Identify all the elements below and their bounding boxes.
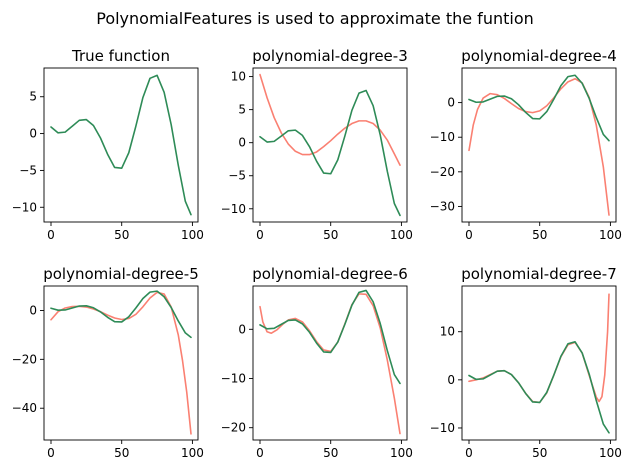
x-tick-label: 0 (465, 228, 473, 242)
true-function-line (50, 290, 192, 339)
subplot-title: polynomial-degree-5 (43, 265, 199, 283)
approximation-line (259, 73, 401, 166)
y-tick-label: −20 (12, 352, 37, 366)
x-tick-label: 100 (390, 446, 413, 460)
y-tick-label: −10 (430, 421, 455, 435)
y-tick-label: −40 (12, 401, 37, 415)
approximation-line (259, 293, 401, 435)
x-tick-label: 100 (390, 228, 413, 242)
subplot-title: polynomial-degree-3 (252, 47, 408, 65)
y-tick-label: −20 (221, 421, 246, 435)
axes-frame (43, 67, 199, 223)
x-tick-label: 50 (532, 228, 547, 242)
true-function-line (259, 89, 401, 217)
y-tick-label: −5 (19, 163, 37, 177)
x-tick-label: 0 (465, 446, 473, 460)
x-tick-label: 0 (256, 228, 264, 242)
subplot-5: polynomial-degree-6 0 50 100 −20 −10 0 (221, 265, 413, 460)
subplot-title: True function (71, 47, 170, 65)
x-tick-label: 50 (323, 446, 338, 460)
y-tick-label: 5 (238, 103, 246, 117)
y-tick-label: 5 (29, 90, 37, 104)
true-function-line (468, 74, 610, 142)
true-function-line (50, 74, 192, 216)
x-tick-label: 100 (181, 228, 204, 242)
subplot-3: polynomial-degree-4 0 50 100 −30 −20 −10 0 (430, 47, 622, 242)
x-tick-label: 0 (47, 446, 55, 460)
subplot-title: polynomial-degree-4 (461, 47, 617, 65)
x-tick-label: 100 (599, 446, 622, 460)
axes-frame (252, 67, 408, 223)
x-tick-label: 50 (114, 228, 129, 242)
axes-frame (43, 285, 199, 441)
x-tick-label: 0 (47, 228, 55, 242)
y-tick-label: −5 (228, 169, 246, 183)
x-tick-label: 50 (323, 228, 338, 242)
subplot-title: polynomial-degree-6 (252, 265, 408, 283)
y-tick-label: −10 (430, 130, 455, 144)
y-tick-label: 0 (447, 96, 455, 110)
approximation-line (50, 291, 192, 435)
y-tick-label: −10 (12, 200, 37, 214)
axes-frame (252, 285, 408, 441)
true-function-line (468, 341, 610, 434)
approximation-line (468, 293, 610, 404)
y-tick-label: −10 (221, 371, 246, 385)
subplot-title: polynomial-degree-7 (461, 265, 617, 283)
y-tick-label: 0 (29, 303, 37, 317)
true-function-line (259, 289, 401, 385)
y-tick-label: 10 (440, 325, 455, 339)
x-tick-label: 0 (256, 446, 264, 460)
y-tick-label: −30 (430, 199, 455, 213)
x-tick-label: 50 (532, 446, 547, 460)
y-tick-label: −10 (221, 202, 246, 216)
axes-frame (461, 67, 617, 223)
subplot-4: polynomial-degree-5 0 50 100 −40 −20 0 (12, 265, 204, 460)
x-tick-label: 100 (181, 446, 204, 460)
axes-frame (461, 285, 617, 441)
subplot-1: True function 0 50 100 −10 −5 0 5 (12, 47, 204, 242)
subplot-6: polynomial-degree-7 0 50 100 −10 0 10 (430, 265, 622, 460)
subplot-2: polynomial-degree-3 0 50 100 −10 −5 0 5 10 (221, 47, 413, 242)
y-tick-label: −20 (430, 165, 455, 179)
y-tick-label: 0 (29, 127, 37, 141)
figure-suptitle: PolynomialFeatures is used to approximat… (96, 9, 534, 28)
y-tick-label: 0 (447, 373, 455, 387)
y-tick-label: 0 (238, 322, 246, 336)
y-tick-label: 10 (231, 70, 246, 84)
x-tick-label: 100 (599, 228, 622, 242)
x-tick-label: 50 (114, 446, 129, 460)
y-tick-label: 0 (238, 136, 246, 150)
